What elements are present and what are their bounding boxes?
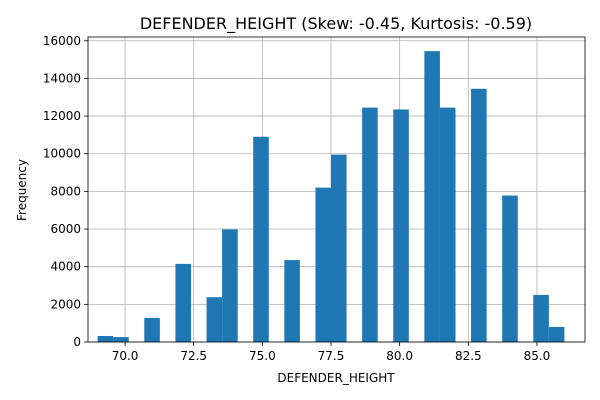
histogram-bar — [206, 297, 223, 342]
y-tick-label: 8000 — [50, 184, 81, 198]
y-tick-label: 0 — [73, 335, 81, 349]
x-tick-label: 85.0 — [524, 349, 551, 363]
histogram-bar — [175, 263, 191, 342]
y-axis-label: Frequency — [15, 159, 29, 221]
histogram-bar — [502, 195, 518, 342]
histogram-bar — [253, 136, 269, 342]
bars — [97, 51, 565, 343]
histogram-bar — [424, 51, 440, 343]
y-tick-label: 4000 — [50, 260, 81, 274]
histogram-bar — [284, 260, 300, 342]
histogram-bar — [471, 88, 487, 342]
y-tick-label: 14000 — [43, 71, 81, 85]
y-tick-label: 12000 — [43, 109, 81, 123]
y-tick-label: 10000 — [43, 147, 81, 161]
x-tick-label: 72.5 — [180, 349, 207, 363]
histogram-bar — [144, 317, 160, 342]
x-tick-label: 77.5 — [318, 349, 345, 363]
plot-frame — [87, 36, 586, 343]
x-tick-label: 75.0 — [249, 349, 276, 363]
histogram-bar — [393, 109, 409, 343]
y-tick-label: 6000 — [50, 222, 81, 236]
grid — [88, 37, 585, 343]
x-axis-label: DEFENDER_HEIGHT — [277, 371, 395, 385]
histogram-bar — [533, 294, 549, 342]
histogram-bar — [548, 326, 565, 342]
x-tick-label: 70.0 — [112, 349, 139, 363]
x-tick-label: 80.0 — [386, 349, 413, 363]
histogram-bar — [222, 229, 238, 342]
x-tick-label: 82.5 — [455, 349, 482, 363]
y-tick-label: 16000 — [43, 34, 81, 48]
histogram-bar — [439, 107, 456, 342]
y-axis: 0 2000 4000 6000 8000 10000 12000 14000 16000 — [43, 34, 88, 349]
histogram-bar — [97, 335, 114, 342]
histogram-bar — [362, 107, 378, 342]
chart-title: DEFENDER_HEIGHT (Skew: -0.45, Kurtosis: … — [140, 14, 532, 34]
histogram-bar — [113, 337, 129, 342]
histogram-bar — [315, 187, 332, 342]
histogram-bar — [331, 154, 347, 342]
x-axis: 70.0 72.5 75.0 77.5 80.0 82.5 85.0 — [112, 342, 551, 363]
y-tick-label: 2000 — [50, 297, 81, 311]
